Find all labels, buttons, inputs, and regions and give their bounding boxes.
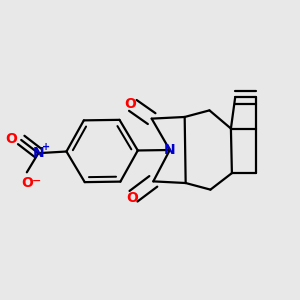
Text: O: O [126,191,138,205]
Text: −: − [32,176,41,186]
Text: N: N [33,146,44,160]
Text: +: + [42,142,50,152]
Text: O: O [22,176,33,190]
Text: O: O [124,97,136,111]
Text: N: N [164,143,176,157]
Text: O: O [5,132,17,146]
